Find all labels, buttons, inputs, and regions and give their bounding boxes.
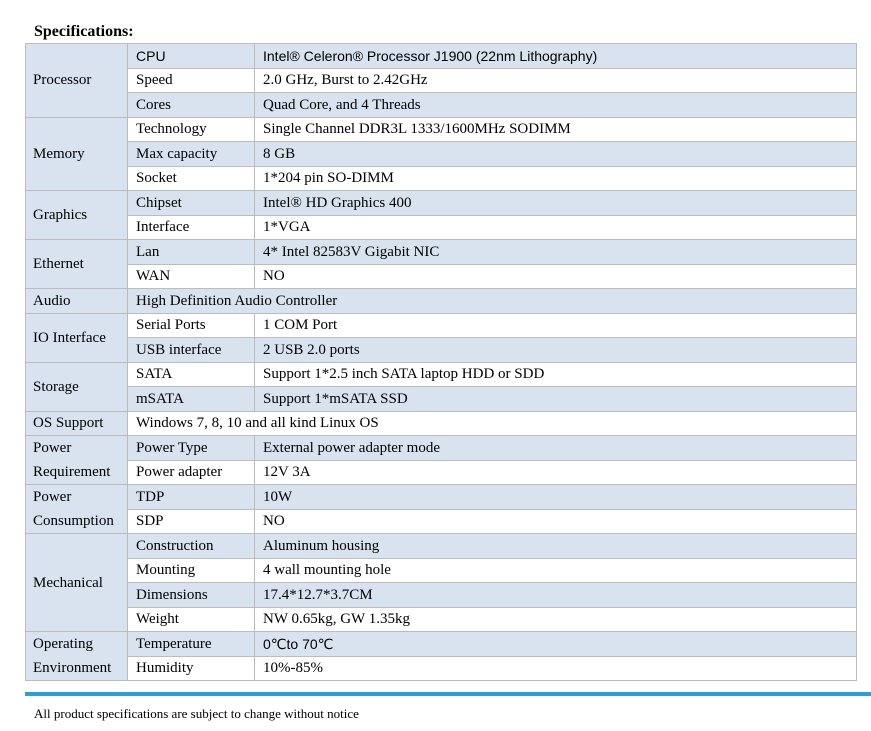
- spec-value: 17.4*12.7*3.7CM: [254, 582, 857, 608]
- spec-value: 8 GB: [254, 141, 857, 167]
- spec-value: Single Channel DDR3L 1333/1600MHz SODIMM: [254, 116, 857, 142]
- table-row: Mounting 4 wall mounting hole: [26, 557, 857, 583]
- table-row: Weight NW 0.65kg, GW 1.35kg: [26, 606, 857, 632]
- spec-value: Aluminum housing: [254, 533, 857, 559]
- spec-value: High Definition Audio Controller: [127, 288, 857, 314]
- table-row: Power Consumption TDP 10W: [25, 484, 857, 534]
- spec-value: 0℃to 70℃: [254, 631, 857, 657]
- table-row: Dimensions 17.4*12.7*3.7CM: [26, 582, 857, 608]
- spec-value: 1*VGA: [254, 214, 857, 240]
- spec-key: Construction: [127, 533, 255, 559]
- category-io-interface: IO Interface: [25, 312, 128, 363]
- category-processor: Processor: [25, 43, 128, 118]
- table-row: Power Requirement Power Type External po…: [25, 435, 857, 485]
- spec-key: TDP: [127, 484, 255, 510]
- spec-key: Power adapter: [127, 459, 255, 485]
- table-row: Max capacity 8 GB: [26, 141, 857, 167]
- table-row: Humidity 10%-85%: [26, 655, 857, 681]
- spec-value: External power adapter mode: [254, 435, 857, 461]
- spec-value: Quad Core, and 4 Threads: [254, 92, 857, 118]
- spec-key: Power Type: [127, 435, 255, 461]
- spec-key: Dimensions: [127, 582, 255, 608]
- table-row: Graphics Chipset Intel® HD Graphics 400: [25, 190, 857, 240]
- spec-key: WAN: [127, 263, 255, 289]
- table-row: Audio High Definition Audio Controller: [25, 288, 857, 314]
- table-row: Operating Environment Temperature 0℃to 7…: [25, 631, 857, 681]
- table-row: IO Interface Serial Ports 1 COM Port: [25, 312, 857, 363]
- spec-value: 12V 3A: [254, 459, 857, 485]
- spec-value: NW 0.65kg, GW 1.35kg: [254, 606, 857, 632]
- spec-key: Chipset: [127, 190, 255, 216]
- spec-key: Serial Ports: [127, 312, 255, 338]
- table-row: Mechanical Construction Aluminum housing: [25, 533, 857, 632]
- spec-value: NO: [254, 508, 857, 534]
- spec-value: Support 1*2.5 inch SATA laptop HDD or SD…: [254, 361, 857, 387]
- spec-value: Intel® Celeron® Processor J1900 (22nm Li…: [254, 43, 857, 69]
- table-row: Ethernet Lan 4* Intel 82583V Gigabit NIC: [25, 239, 857, 289]
- table-row: OS Support Windows 7, 8, 10 and all kind…: [25, 410, 857, 436]
- category-power-consumption: Power Consumption: [25, 484, 128, 534]
- table-row: Processor CPU Intel® Celeron® Processor …: [25, 43, 857, 118]
- spec-key: USB interface: [127, 337, 255, 363]
- spec-key: Max capacity: [127, 141, 255, 167]
- category-storage: Storage: [25, 361, 128, 412]
- spec-key: Interface: [127, 214, 255, 240]
- spec-key: Speed: [127, 67, 255, 93]
- spec-value: 1 COM Port: [254, 312, 857, 338]
- footer-divider: [25, 692, 871, 696]
- table-row: Socket 1*204 pin SO-DIMM: [26, 165, 857, 191]
- table-row: Power adapter 12V 3A: [26, 459, 857, 485]
- spec-key: Cores: [127, 92, 255, 118]
- category-operating-environment: Operating Environment: [25, 631, 128, 681]
- spec-value: Support 1*mSATA SSD: [254, 386, 857, 412]
- category-power-requirement: Power Requirement: [25, 435, 128, 485]
- table-row: Cores Quad Core, and 4 Threads: [26, 92, 857, 118]
- spec-value: 4* Intel 82583V Gigabit NIC: [254, 239, 857, 265]
- table-row: USB interface 2 USB 2.0 ports: [26, 337, 857, 363]
- spec-value: NO: [254, 263, 857, 289]
- specifications-table: Processor CPU Intel® Celeron® Processor …: [25, 43, 857, 681]
- table-row: Interface 1*VGA: [26, 214, 857, 240]
- spec-key: Socket: [127, 165, 255, 191]
- spec-key: CPU: [127, 43, 255, 69]
- table-row: Speed 2.0 GHz, Burst to 2.42GHz: [26, 67, 857, 93]
- spec-value: 10%-85%: [254, 655, 857, 681]
- category-graphics: Graphics: [25, 190, 128, 240]
- table-row: mSATA Support 1*mSATA SSD: [26, 386, 857, 412]
- spec-value: 1*204 pin SO-DIMM: [254, 165, 857, 191]
- spec-value: 2 USB 2.0 ports: [254, 337, 857, 363]
- category-ethernet: Ethernet: [25, 239, 128, 289]
- spec-value: Intel® HD Graphics 400: [254, 190, 857, 216]
- spec-key: mSATA: [127, 386, 255, 412]
- spec-key: Weight: [127, 606, 255, 632]
- category-audio: Audio: [25, 288, 128, 314]
- spec-value: Windows 7, 8, 10 and all kind Linux OS: [127, 410, 857, 436]
- spec-key: Technology: [127, 116, 255, 142]
- table-row: Memory Technology Single Channel DDR3L 1…: [25, 116, 857, 191]
- footer-note: All product specifications are subject t…: [34, 706, 359, 721]
- spec-key: SDP: [127, 508, 255, 534]
- category-os-support: OS Support: [25, 410, 128, 436]
- spec-key: Humidity: [127, 655, 255, 681]
- category-memory: Memory: [25, 116, 128, 191]
- spec-key: Temperature: [127, 631, 255, 657]
- spec-value: 10W: [254, 484, 857, 510]
- table-row: SDP NO: [26, 508, 857, 534]
- table-row: Storage SATA Support 1*2.5 inch SATA lap…: [25, 361, 857, 412]
- specifications-heading: Specifications:: [34, 23, 134, 40]
- spec-key: Lan: [127, 239, 255, 265]
- spec-value: 4 wall mounting hole: [254, 557, 857, 583]
- spec-value: 2.0 GHz, Burst to 2.42GHz: [254, 67, 857, 93]
- spec-key: Mounting: [127, 557, 255, 583]
- category-mechanical: Mechanical: [25, 533, 128, 632]
- table-row: WAN NO: [26, 263, 857, 289]
- spec-key: SATA: [127, 361, 255, 387]
